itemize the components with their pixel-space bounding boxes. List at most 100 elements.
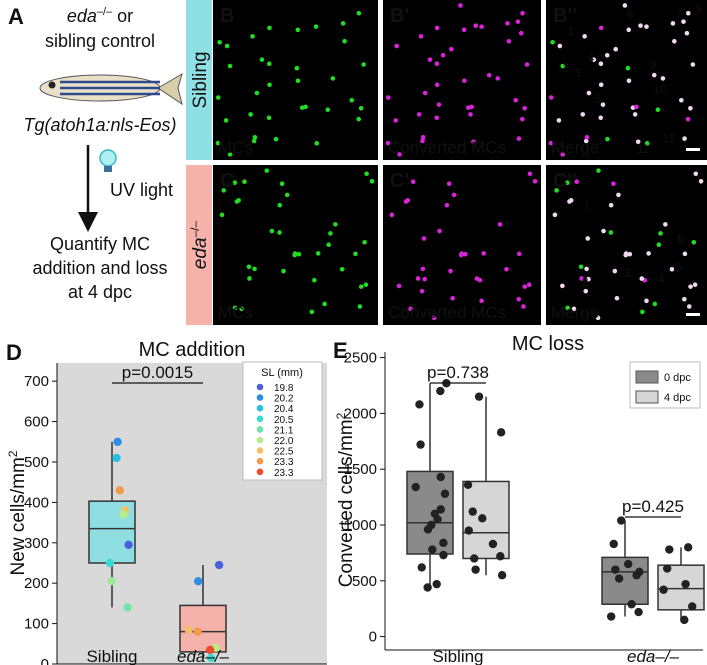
text-sup: –/–: [188, 220, 202, 237]
data-point: [478, 514, 487, 523]
cell: [219, 212, 225, 218]
cell: [669, 266, 675, 272]
data-point: [428, 545, 437, 554]
cell: [605, 136, 610, 142]
data-point: [606, 612, 616, 621]
cell: [246, 264, 252, 270]
cell: [357, 304, 363, 309]
data-point: [688, 602, 697, 611]
cell: [232, 305, 238, 311]
cell: [420, 135, 426, 140]
cell-number: 4: [658, 272, 665, 286]
legend-swatch: [635, 370, 659, 384]
fish-eye: [48, 81, 56, 89]
y-tick-label: 2000: [344, 405, 377, 422]
data-point: [416, 440, 425, 449]
cell: [663, 222, 668, 227]
data-point: [415, 400, 424, 409]
cell: [481, 251, 486, 256]
cell: [670, 21, 676, 26]
data-point: [617, 516, 626, 525]
cell: [640, 309, 645, 315]
cell: [495, 76, 500, 81]
data-point: [184, 625, 193, 634]
legend-label: 22.0: [274, 436, 294, 447]
cell: [565, 305, 570, 311]
caption: Converted MCs: [388, 138, 506, 157]
cell: [254, 90, 260, 96]
cell: [427, 57, 433, 62]
cell: [277, 202, 283, 208]
data-point: [488, 539, 498, 549]
cell: [626, 27, 632, 33]
cell-number: 1: [568, 24, 575, 38]
cell: [217, 39, 222, 45]
data-point: [464, 526, 473, 535]
chart-title: MC loss: [512, 333, 584, 355]
data-point: [436, 386, 445, 396]
cell: [623, 252, 629, 258]
legend-label: 0 dpc: [664, 372, 691, 384]
cell: [598, 25, 604, 31]
cell: [583, 288, 589, 294]
cell: [644, 24, 649, 29]
cell: [315, 251, 321, 256]
cell: [672, 39, 677, 44]
cell: [688, 105, 693, 111]
chart-title: MC addition: [139, 339, 246, 361]
cell: [574, 179, 580, 185]
y-tick-label: 200: [24, 575, 49, 592]
data-point: [470, 554, 479, 563]
x-tick-label: Sibling: [86, 647, 137, 665]
cell: [292, 252, 297, 258]
data-point: [614, 574, 624, 583]
scale-bar: [686, 148, 700, 151]
panel-label: C': [390, 170, 409, 192]
cell: [516, 136, 522, 141]
caption: Merge: [551, 138, 599, 157]
cell: [516, 251, 522, 257]
data-point: [193, 627, 202, 636]
cell: [389, 212, 395, 218]
cell-number: 2: [563, 61, 570, 75]
panel-label: A: [8, 4, 24, 29]
cell: [486, 72, 492, 78]
data-point: [439, 550, 448, 560]
cell: [451, 192, 457, 198]
cell: [434, 25, 440, 31]
y-tick-label: 500: [24, 454, 49, 471]
cell: [296, 251, 302, 257]
cell: [247, 276, 252, 281]
data-point: [436, 472, 445, 482]
cell: [250, 34, 255, 39]
cell: [522, 284, 528, 289]
row-label-box: [186, 0, 212, 160]
data-point: [474, 392, 484, 401]
panel-label: E: [333, 338, 348, 363]
cell: [328, 231, 333, 236]
cell: [284, 192, 290, 198]
cell: [242, 179, 247, 185]
legend-marker: [256, 415, 264, 423]
cell: [322, 301, 327, 307]
y-axis-label: Converted cells/mm2: [334, 412, 357, 587]
cell: [644, 141, 650, 146]
cell: [634, 104, 639, 110]
micrograph: [383, 165, 541, 325]
data-point: [439, 538, 448, 548]
cell: [259, 57, 265, 62]
data-point: [665, 545, 674, 554]
cell: [515, 19, 521, 24]
y-tick-label: 1000: [344, 517, 377, 534]
cell: [264, 168, 270, 173]
cell: [693, 171, 699, 177]
cell: [422, 90, 428, 96]
legend-label: 19.8: [274, 383, 294, 394]
cell: [580, 112, 586, 117]
legend-marker: [256, 436, 264, 444]
cell: [312, 277, 317, 283]
cell: [598, 115, 604, 121]
cell: [560, 152, 566, 157]
cell: [385, 95, 391, 100]
